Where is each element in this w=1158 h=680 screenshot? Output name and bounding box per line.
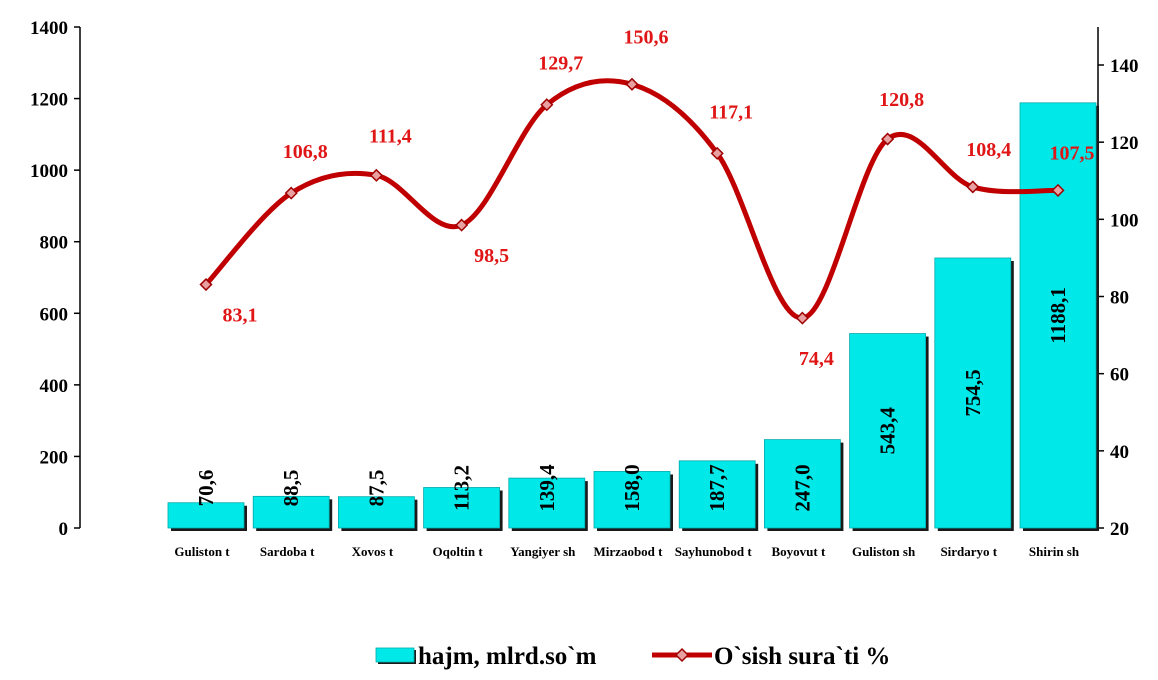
left-tick-label: 1000 xyxy=(30,161,68,182)
line-value-label: 108,4 xyxy=(966,139,1011,161)
legend-line-label: O`sish sura`ti % xyxy=(714,643,890,670)
line-marker xyxy=(369,168,383,182)
bar-value-label: 543,4 xyxy=(876,407,900,455)
line-value-label: 111,4 xyxy=(369,125,412,147)
bar xyxy=(934,257,1012,529)
line-value-label: 117,1 xyxy=(709,101,753,123)
category-label: Oqoltin t xyxy=(432,544,483,559)
right-y-axis: 20 40 60 80 100 120 140 xyxy=(1097,27,1139,540)
line-value-label: 120,8 xyxy=(879,89,924,111)
line-value-label: 83,1 xyxy=(223,305,258,327)
bar xyxy=(167,502,245,529)
right-tick-label: 100 xyxy=(1110,210,1139,231)
bar xyxy=(678,460,756,529)
line-marker xyxy=(625,77,639,91)
line-marker xyxy=(1051,183,1065,197)
category-label: Shirin sh xyxy=(1029,544,1080,559)
line-marker xyxy=(540,98,554,112)
line-value-label: 129,7 xyxy=(538,53,583,75)
category-label: Boyovut t xyxy=(771,544,825,559)
bar-value-label: 70,6 xyxy=(194,470,218,507)
line-value-label: 74,4 xyxy=(799,348,834,370)
category-label: Sardoba t xyxy=(260,544,315,559)
left-tick-label: 600 xyxy=(40,304,69,325)
x-axis-categories: Guliston t Sardoba t Xovos t Oqoltin t Yangi… xyxy=(174,544,1080,559)
bar xyxy=(849,333,926,529)
bar-value-label: 247,0 xyxy=(790,464,814,511)
bar-value-label: 754,5 xyxy=(961,369,985,416)
line-marker xyxy=(795,311,809,325)
line-value-label: 107,5 xyxy=(1050,142,1095,164)
line-value-label: 98,5 xyxy=(474,245,509,267)
bar-value-label: 187,7 xyxy=(705,464,729,511)
right-tick-label: 120 xyxy=(1110,133,1139,154)
category-label: Sirdaryo t xyxy=(940,544,997,559)
line-marker xyxy=(710,146,724,160)
bar-value-label: 87,5 xyxy=(364,470,388,507)
right-tick-label: 80 xyxy=(1110,288,1129,309)
legend-line-marker xyxy=(674,647,690,663)
category-label: Yangiyer sh xyxy=(510,544,576,559)
growth-line xyxy=(203,78,1061,321)
line-value-label: 150,6 xyxy=(624,26,669,48)
line-series: 83,1 106,8 111,4 98,5 129,7 150,6 117,1 74,4 120… xyxy=(199,26,1095,370)
category-label: Sayhunobod t xyxy=(675,544,753,559)
bar-value-label: 1188,1 xyxy=(1046,287,1070,344)
line-marker xyxy=(455,218,469,232)
left-tick-label: 1200 xyxy=(30,90,68,111)
bar-value-label: 88,5 xyxy=(279,470,303,507)
line-marker xyxy=(966,180,980,194)
right-tick-label: 60 xyxy=(1110,365,1129,386)
line-marker xyxy=(284,186,298,200)
left-tick-label: 1400 xyxy=(30,18,68,39)
line-marker xyxy=(881,132,895,146)
category-label: Xovos t xyxy=(352,544,394,559)
legend-bar-label: hajm, mlrd.so`m xyxy=(418,643,597,670)
left-tick-label: 200 xyxy=(40,447,69,468)
bar xyxy=(764,439,841,529)
right-tick-label: 20 xyxy=(1110,519,1129,540)
line-marker xyxy=(199,277,213,292)
bar xyxy=(1019,102,1097,529)
bar-series: 70,6 88,5 87,5 113,2 139,4 158,0 187,7 247,0 543… xyxy=(167,102,1099,531)
category-label: Mirzaobod t xyxy=(594,544,664,559)
category-label: Guliston sh xyxy=(852,544,916,559)
bar xyxy=(508,477,586,529)
bar-value-label: 113,2 xyxy=(450,465,474,511)
left-y-axis: 0 200 400 600 800 1000 1200 1400 xyxy=(30,18,81,540)
bar-value-label: 158,0 xyxy=(620,464,644,511)
right-tick-label: 40 xyxy=(1110,442,1129,463)
left-tick-label: 800 xyxy=(40,233,69,254)
bar-value-label: 139,4 xyxy=(535,464,559,512)
bar xyxy=(252,495,330,529)
bar xyxy=(423,487,501,529)
left-tick-label: 400 xyxy=(40,376,69,397)
left-tick-label: 0 xyxy=(59,519,69,540)
legend: hajm, mlrd.so`m O`sish sura`ti % xyxy=(375,643,890,670)
right-tick-label: 140 xyxy=(1110,56,1139,77)
bar xyxy=(337,496,415,529)
line-value-label: 106,8 xyxy=(283,141,328,163)
category-label: Guliston t xyxy=(174,544,230,559)
legend-bar-swatch xyxy=(375,647,415,663)
bar xyxy=(593,471,671,529)
